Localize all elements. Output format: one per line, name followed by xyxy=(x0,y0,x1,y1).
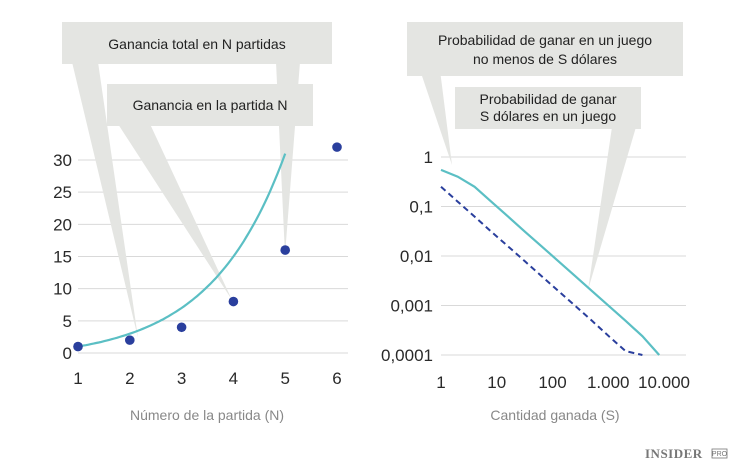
left-game-callout-text: Ganancia en la partida N xyxy=(133,97,288,113)
right-atleast-callout-line2: no menos de S dólares xyxy=(473,51,617,67)
left-total-callout-pointer xyxy=(72,62,138,338)
left-game-gain-point xyxy=(73,341,83,352)
right-x-tick-label: 10 xyxy=(487,373,506,392)
left-total-callout-box xyxy=(62,22,332,64)
left-y-tick-label: 5 xyxy=(63,312,72,331)
left-total-gain-line xyxy=(77,153,287,348)
left-y-tick-label: 10 xyxy=(53,280,72,299)
left-x-tick-label: 4 xyxy=(229,369,238,388)
left-game-gain-point xyxy=(280,245,291,255)
right-y-tick-label: 0,1 xyxy=(409,198,433,217)
insider-logo-pro: PRO xyxy=(712,451,728,458)
right-y-ticks: 1 0,1 0,01 0,001 0,0001 xyxy=(381,148,433,365)
right-y-tick-label: 0,001 xyxy=(390,297,433,316)
left-game-gain-point xyxy=(228,296,239,307)
right-atleast-callout-pointer xyxy=(420,70,452,165)
right-x-tick-label: 100 xyxy=(538,373,566,392)
left-game-gain-point xyxy=(176,322,187,333)
right-x-tick-label: 10.000 xyxy=(638,373,690,392)
right-atleast-callout-line1: Probabilidad de ganar en un juego xyxy=(438,32,652,48)
left-game-gain-point xyxy=(332,142,342,152)
left-x-tick-label: 2 xyxy=(125,369,134,388)
left-y-tick-label: 0 xyxy=(63,344,72,363)
left-x-axis-label: Número de la partida (N) xyxy=(130,407,284,423)
right-exact-callout-line1: Probabilidad de ganar xyxy=(480,91,617,107)
left-x-tick-label: 1 xyxy=(73,369,82,388)
left-y-tick-label: 25 xyxy=(53,183,72,202)
left-grid xyxy=(78,159,348,354)
right-y-tick-label: 0,0001 xyxy=(381,346,433,365)
left-game-callout-box xyxy=(107,84,313,126)
right-exact-callout-pointer xyxy=(588,127,636,290)
insider-logo-pro-box xyxy=(711,448,728,459)
right-exact-callout-box xyxy=(455,87,641,129)
left-y-tick-label: 20 xyxy=(53,215,72,234)
insider-logo-text: INSIDER xyxy=(645,446,703,461)
left-y-tick-label: 15 xyxy=(53,248,72,267)
right-x-axis-label: Cantidad ganada (S) xyxy=(490,407,619,423)
left-y-tick-label: 30 xyxy=(53,151,72,170)
left-total-callout-text: Ganancia total en N partidas xyxy=(108,36,285,52)
right-y-tick-label: 1 xyxy=(424,148,433,167)
right-x-tick-label: 1.000 xyxy=(587,373,630,392)
left-x-tick-label: 6 xyxy=(332,369,341,388)
right-exact-callout-line2: S dólares en un juego xyxy=(480,108,616,124)
left-x-tick-label: 5 xyxy=(280,369,289,388)
right-x-tick-label: 1 xyxy=(436,373,445,392)
left-x-ticks: 1 2 3 4 5 6 xyxy=(73,369,341,388)
right-grid xyxy=(441,156,686,356)
right-exact-line xyxy=(440,186,643,356)
left-game-gain-points xyxy=(73,142,342,352)
left-y-ticks: 0 5 10 15 20 25 30 xyxy=(53,151,72,363)
left-game-callout-pointer xyxy=(118,124,232,300)
left-x-tick-label: 3 xyxy=(177,369,186,388)
left-game-gain-point xyxy=(125,335,135,345)
right-x-ticks: 1 10 100 1.000 10.000 xyxy=(436,373,690,392)
right-y-tick-label: 0,01 xyxy=(400,247,433,266)
right-atleast-line xyxy=(440,168,661,356)
right-atleast-callout-box xyxy=(407,22,683,76)
